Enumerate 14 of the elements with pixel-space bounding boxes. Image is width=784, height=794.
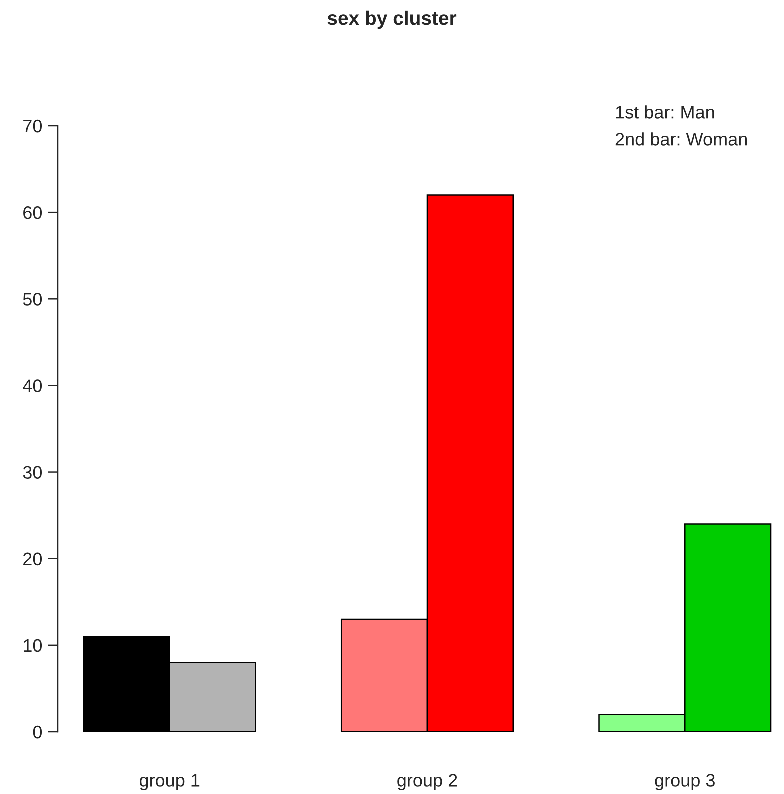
y-tick-label: 30 [23,466,42,480]
y-tick-label: 20 [24,552,42,566]
y-tick-label: 10 [24,639,42,652]
y-tick-label: 50 [23,293,42,306]
annotation: 2nd bar: Woman [616,132,747,146]
text: 1st bar: Man [616,106,714,119]
x-tick-label: group 3 [655,774,715,790]
x-tick-label: group 2 [398,774,458,790]
y-tick-label: 0 [33,726,42,739]
y-tick-label: 60 [24,206,42,220]
x-tick-label: group 1 [140,774,200,790]
chart-title: sex by cluster [328,10,457,30]
y-tick-label: 40 [23,380,42,392]
y-tick-label: 70 [24,120,42,133]
